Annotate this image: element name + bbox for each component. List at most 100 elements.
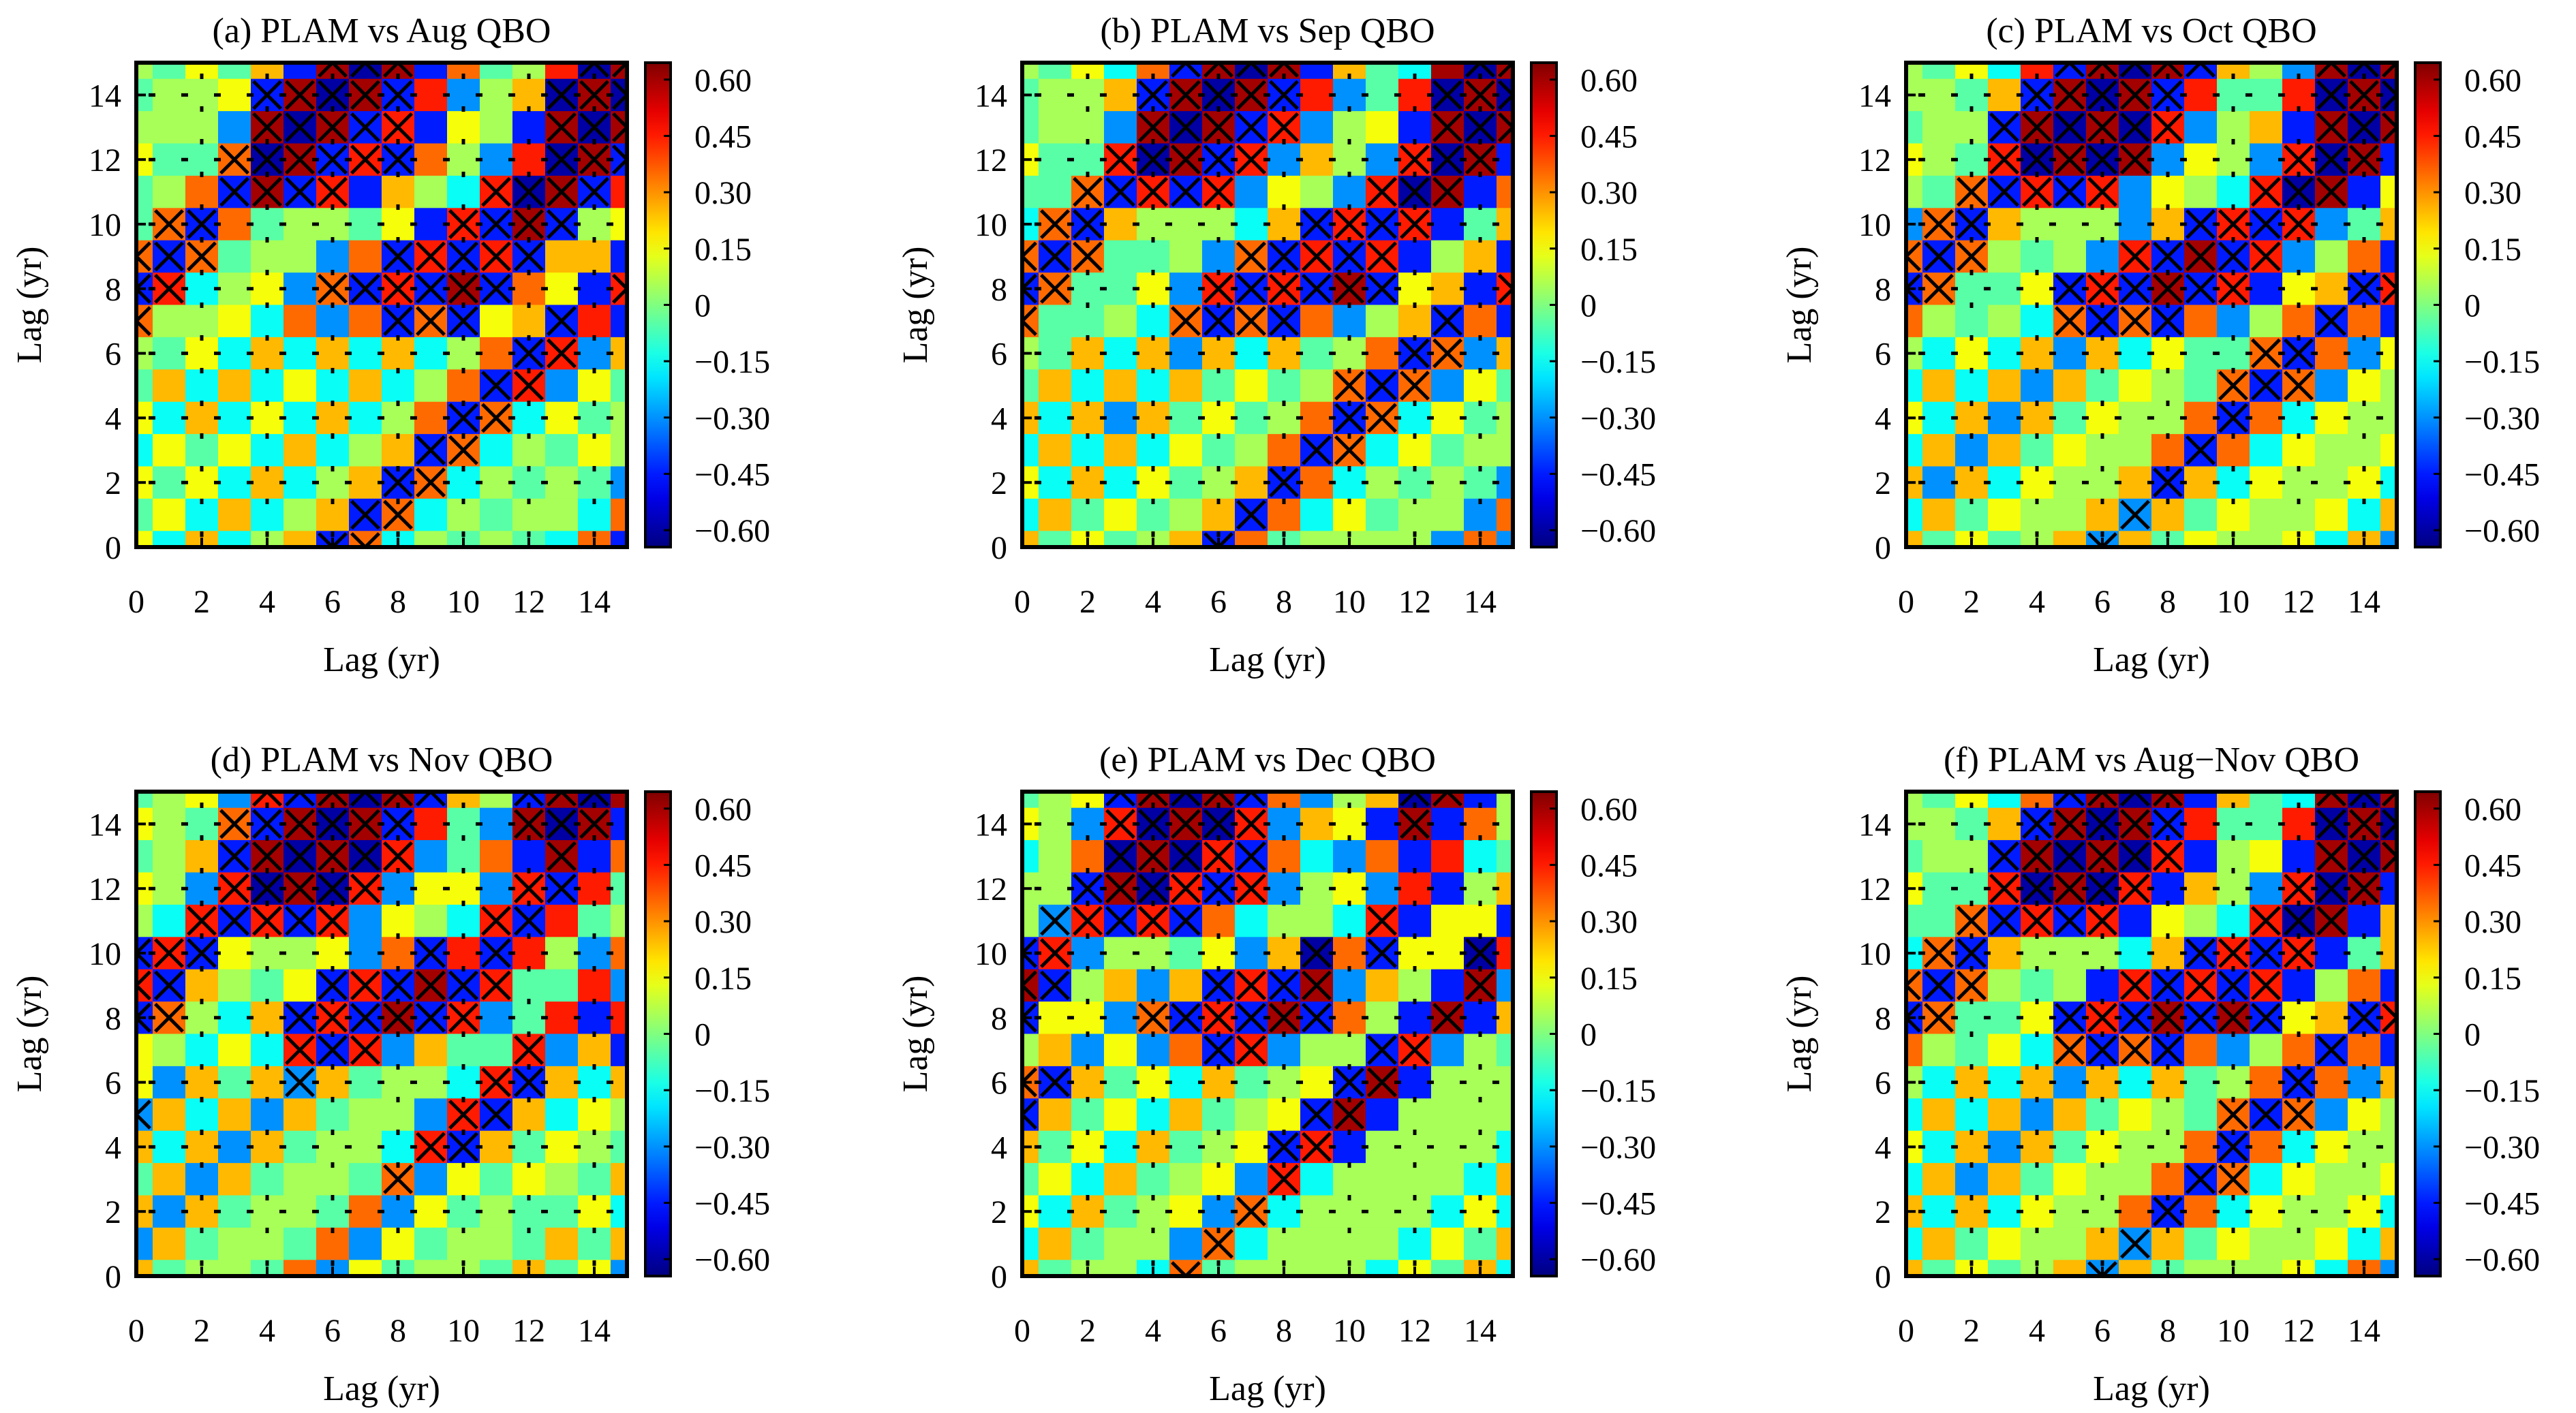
heatmap-cell	[1268, 337, 1301, 371]
colorbar-tick-label: 0.30	[1580, 175, 1638, 211]
heatmap-cell	[611, 305, 627, 338]
x-marker-stroke	[1073, 873, 1103, 904]
significance-x-marker	[2218, 1164, 2248, 1194]
heatmap-cell	[218, 1034, 251, 1067]
heatmap-cell	[1039, 1195, 1072, 1228]
x-marker-stroke	[481, 209, 511, 239]
significance-x-marker	[2087, 792, 2117, 807]
heatmap-cell	[2053, 1163, 2087, 1196]
heatmap-cell	[578, 904, 611, 938]
significance-x-marker	[136, 970, 151, 1001]
significance-x-marker	[2186, 1164, 2215, 1194]
heatmap-cell	[1300, 1195, 1334, 1228]
x-marker-stroke	[1477, 63, 1495, 78]
heatmap-cell	[1464, 369, 1497, 403]
heatmap-cell	[1988, 369, 2021, 403]
x-marker-stroke	[1989, 905, 2019, 936]
colorbar-tick-label: 0.60	[1580, 792, 1638, 828]
x-tick-label: 12	[512, 1313, 545, 1349]
significance-x-marker	[2087, 80, 2117, 110]
significance-x-marker	[2087, 873, 2117, 904]
significance-x-marker	[252, 176, 282, 207]
heatmap-cell	[447, 1066, 480, 1100]
colorbar-tick-label: −0.30	[1580, 401, 1656, 437]
heatmap-cell	[1104, 531, 1137, 547]
x-marker-stroke	[1906, 1002, 1921, 1021]
significance-x-marker	[1203, 176, 1233, 207]
x-marker-stroke	[481, 970, 511, 1001]
heatmap-cell	[1398, 872, 1432, 905]
significance-x-marker	[514, 241, 544, 272]
heatmap-cell	[2250, 273, 2283, 306]
x-marker-stroke	[1203, 176, 1233, 207]
y-tick-label: 2	[105, 465, 121, 501]
x-marker-stroke	[136, 1100, 151, 1117]
heatmap-cell	[1906, 369, 1923, 403]
significance-x-marker	[2153, 306, 2183, 337]
heatmap-cell	[1039, 78, 1072, 112]
heatmap-cell	[414, 143, 448, 176]
colorbar-tick-label: −0.15	[1580, 1073, 1656, 1109]
x-marker-stroke	[481, 1067, 511, 1098]
heatmap-cell	[1039, 337, 1072, 371]
heatmap-cell	[1169, 1034, 1203, 1067]
heatmap-cell	[153, 175, 186, 209]
x-marker-stroke	[1138, 841, 1168, 871]
x-marker-stroke	[2100, 792, 2117, 807]
heatmap-cell	[480, 63, 513, 80]
significance-x-marker	[2153, 112, 2183, 142]
heatmap-cell	[316, 305, 350, 338]
significance-x-marker	[1171, 905, 1201, 936]
heatmap-cell	[512, 1001, 546, 1035]
x-marker-stroke	[2186, 241, 2215, 272]
heatmap-cell	[283, 273, 317, 306]
heatmap-cell	[1104, 337, 1137, 371]
heatmap-cell	[382, 434, 415, 467]
x-marker-stroke	[1957, 938, 1987, 968]
significance-x-marker	[2284, 209, 2314, 239]
significance-x-marker	[1171, 112, 1201, 142]
heatmap-cell	[2119, 1195, 2152, 1228]
heatmap-cell	[1431, 1130, 1465, 1164]
x-marker-stroke	[1203, 306, 1233, 337]
significance-x-marker	[2349, 273, 2379, 304]
x-marker-stroke	[2186, 1164, 2215, 1194]
significance-x-marker	[514, 905, 544, 936]
heatmap-cell	[1497, 305, 1513, 338]
heatmap-cell	[2053, 937, 2087, 970]
significance-x-marker	[154, 938, 184, 968]
heatmap-cell	[185, 273, 219, 306]
heatmap-cell	[136, 1260, 153, 1276]
heatmap-cell	[153, 872, 186, 905]
significance-x-marker	[285, 1002, 315, 1033]
significance-x-marker	[1236, 1035, 1266, 1066]
significance-x-marker	[1203, 1002, 1233, 1033]
x-marker-stroke	[514, 873, 544, 904]
significance-x-marker	[1367, 371, 1397, 401]
heatmap-cell	[153, 1163, 186, 1196]
x-marker-stroke	[350, 63, 368, 78]
heatmap-cell	[1955, 807, 1989, 841]
heatmap-cell	[2119, 904, 2152, 938]
significance-x-marker	[1989, 144, 2019, 175]
x-marker-stroke	[2120, 63, 2138, 78]
significance-x-marker	[547, 338, 577, 369]
heatmap-cell	[1235, 1163, 1268, 1196]
x-marker-stroke	[1400, 792, 1417, 807]
heatmap-cell	[611, 175, 627, 209]
heatmap-cell	[545, 1130, 579, 1164]
significance-x-marker	[2055, 809, 2085, 839]
x-marker-stroke	[2055, 792, 2072, 807]
heatmap-cell	[349, 1098, 382, 1132]
heatmap-cell	[2282, 807, 2316, 841]
heatmap-cell	[2282, 1130, 2316, 1164]
x-marker-stroke	[1236, 273, 1266, 304]
x-tick-label: 12	[1398, 1313, 1431, 1349]
heatmap-cell	[512, 1195, 546, 1228]
heatmap-cell	[1497, 1034, 1513, 1067]
heatmap-cell	[283, 498, 317, 532]
x-marker-stroke	[2284, 144, 2314, 175]
heatmap-cell	[1235, 531, 1268, 547]
x-marker-stroke	[2120, 80, 2150, 110]
significance-x-marker	[2316, 176, 2346, 207]
